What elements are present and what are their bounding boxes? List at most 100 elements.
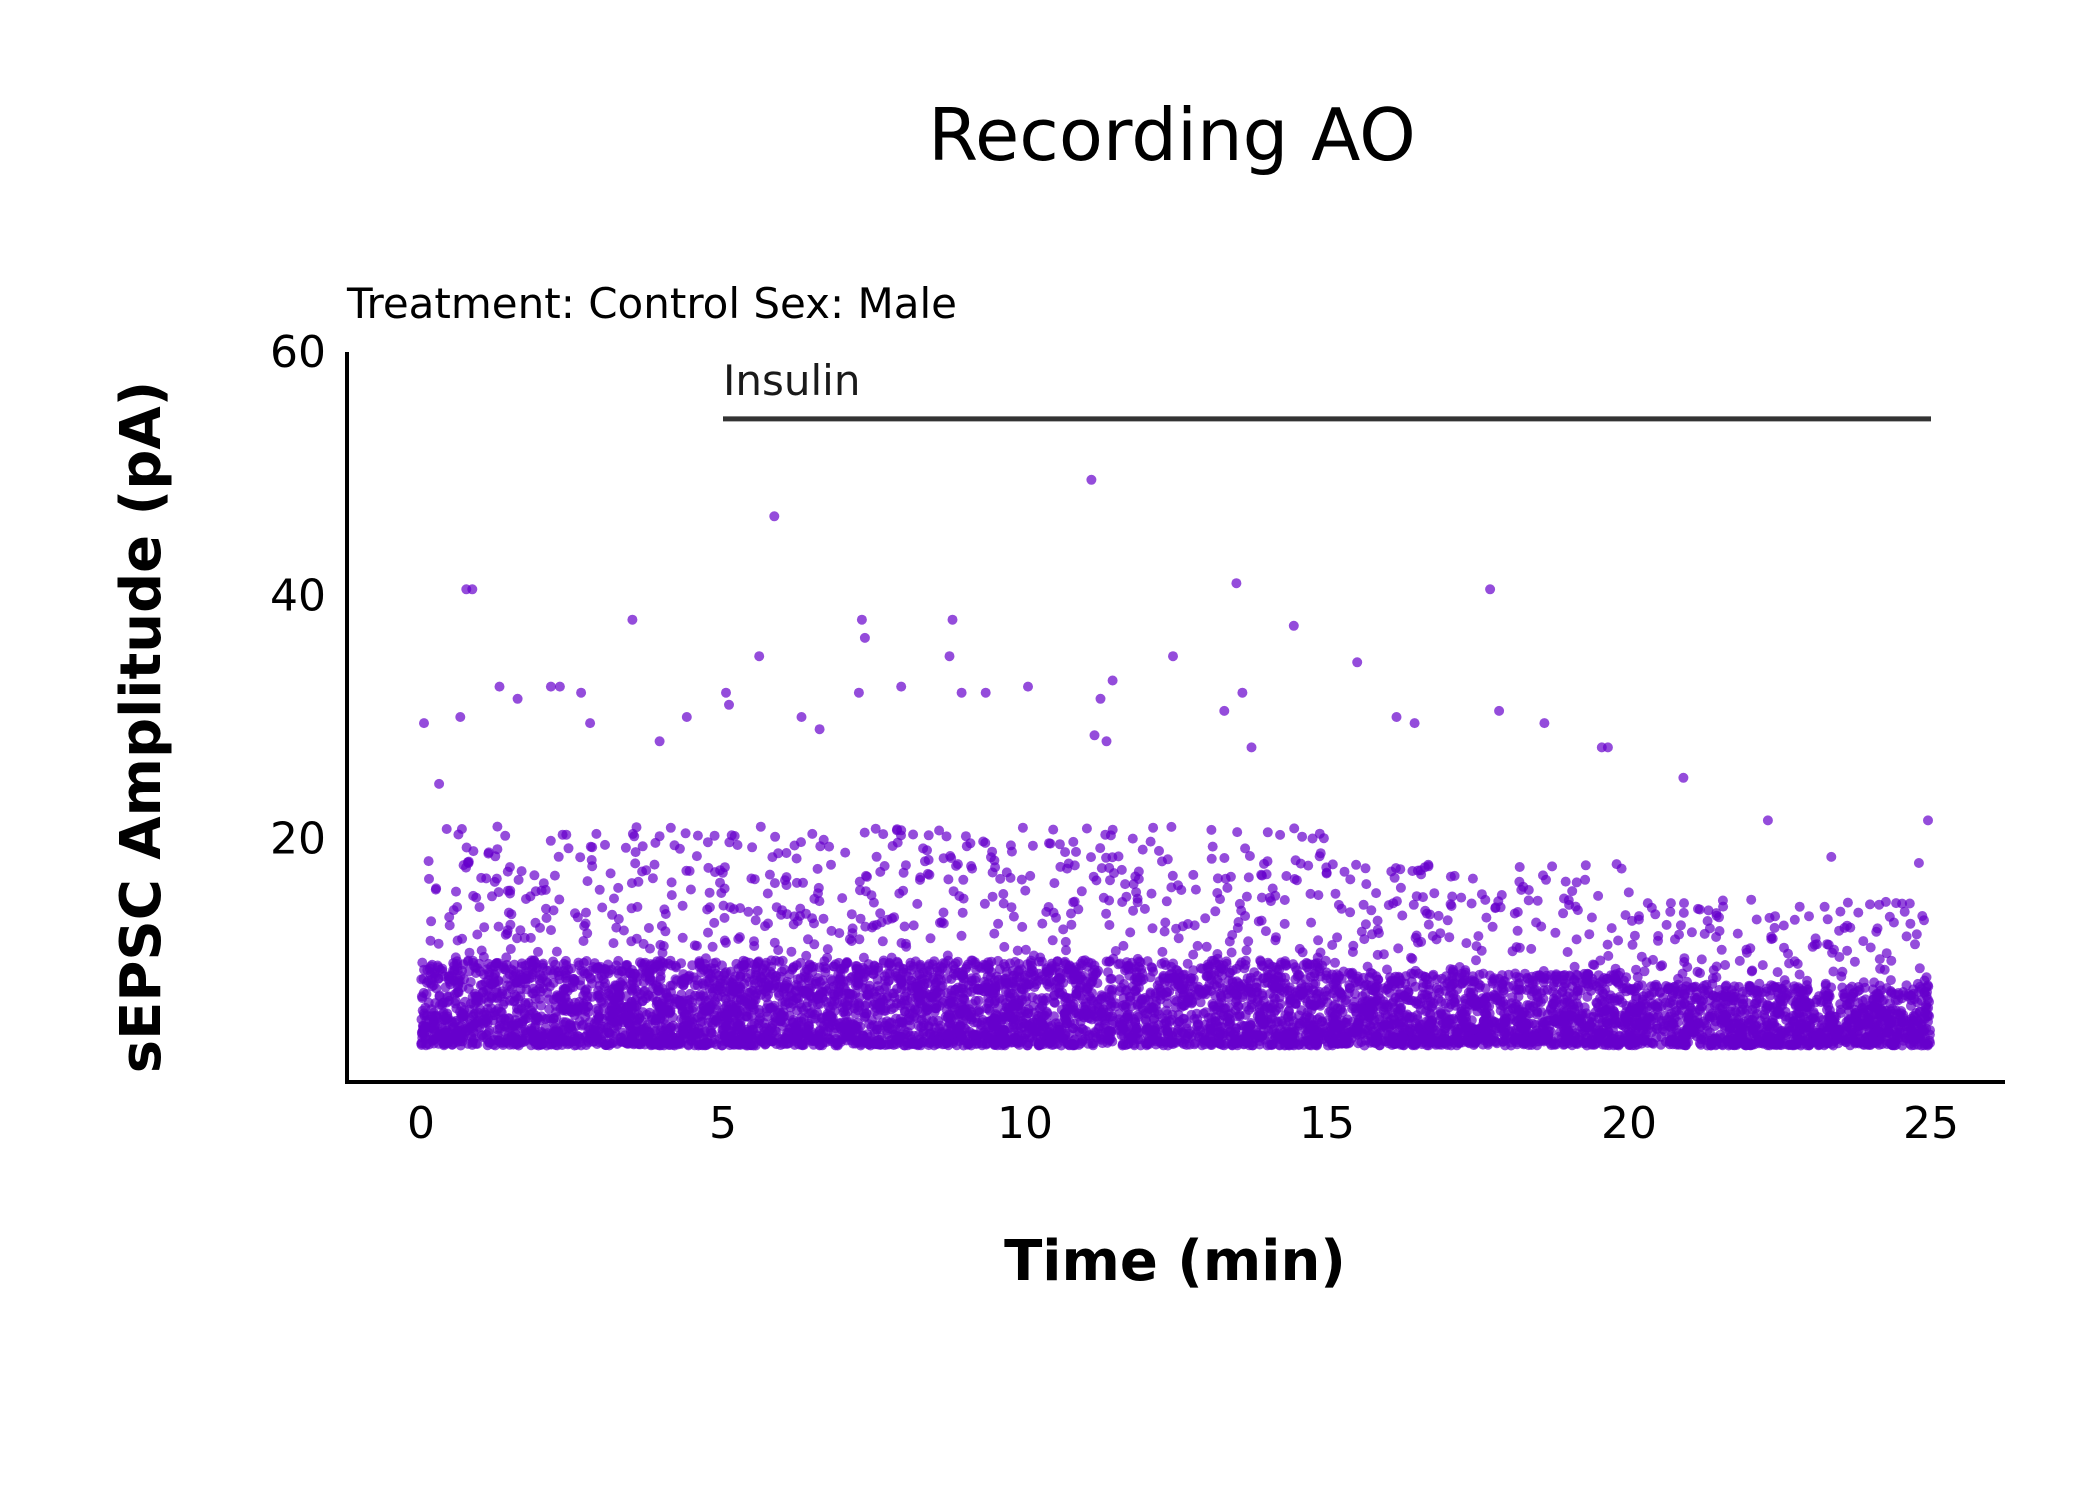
data-point [658, 941, 669, 951]
data-point [692, 975, 703, 986]
data-point [693, 1040, 704, 1051]
data-point [558, 958, 569, 969]
data-point [553, 851, 564, 862]
data-point [912, 898, 923, 909]
data-point [933, 1038, 944, 1049]
data-point [472, 929, 483, 940]
data-point [424, 873, 434, 884]
data-point [749, 975, 760, 985]
data-point [1101, 852, 1112, 863]
data-point [1267, 961, 1278, 972]
data-point [627, 1004, 637, 1014]
data-point [951, 860, 962, 871]
data-point [671, 962, 682, 973]
data-point [603, 968, 614, 979]
data-point [548, 956, 559, 967]
data-point [1037, 918, 1048, 929]
data-point [538, 878, 549, 889]
data-point [1061, 959, 1072, 970]
data-point [684, 866, 695, 876]
data-point [506, 909, 517, 920]
data-point [785, 1002, 796, 1013]
data-point [878, 829, 889, 840]
data-point [861, 983, 871, 994]
data-point [1154, 845, 1164, 856]
data-point [1043, 902, 1054, 912]
data-point [840, 847, 851, 858]
data-point [1105, 830, 1116, 841]
data-point [908, 1030, 919, 1041]
data-point [1081, 823, 1092, 834]
data-point [1219, 853, 1230, 863]
data-point [939, 996, 950, 1006]
data-point [427, 981, 438, 992]
data-point [616, 1032, 627, 1043]
data-point [1188, 869, 1199, 880]
data-point [1315, 848, 1326, 859]
data-point [545, 835, 556, 846]
data-point [1262, 827, 1273, 838]
data-point [766, 955, 777, 966]
data-point [791, 960, 802, 971]
data-point [704, 887, 715, 898]
data-point [719, 862, 730, 873]
data-point [452, 961, 463, 972]
data-point [987, 980, 998, 991]
data-point [583, 1037, 594, 1048]
data-point [689, 1032, 700, 1043]
data-point [828, 961, 839, 972]
data-point [1222, 882, 1233, 893]
data-point [1586, 912, 1597, 923]
data-point [457, 933, 468, 944]
data-point [752, 1023, 763, 1034]
data-point [881, 993, 892, 1003]
data-point [500, 830, 511, 841]
data-point [896, 973, 907, 984]
data-point [626, 936, 637, 947]
data-point [1241, 945, 1252, 956]
data-point [490, 851, 501, 862]
data-point [1039, 1010, 1049, 1021]
data-point [972, 1038, 983, 1049]
data-point [1313, 890, 1324, 901]
data-point [719, 912, 730, 923]
data-point [698, 1033, 709, 1044]
data-point [1041, 964, 1052, 975]
data-point [666, 890, 677, 901]
data-point [541, 913, 552, 923]
data-point [576, 966, 587, 976]
data-point [846, 909, 857, 920]
data-point [812, 863, 823, 874]
data-point [1098, 892, 1109, 903]
data-point [416, 974, 427, 985]
data-point [1103, 967, 1113, 978]
data-point [1160, 917, 1171, 928]
data-point [578, 936, 589, 946]
data-point [1210, 1016, 1221, 1027]
data-point [1148, 822, 1159, 833]
data-point [657, 1007, 668, 1018]
data-point [1104, 920, 1115, 930]
data-point [631, 977, 642, 987]
data-point [752, 905, 763, 916]
data-point [1301, 1011, 1312, 1022]
data-point [511, 1034, 521, 1045]
data-point [1395, 882, 1406, 893]
data-point [1222, 1012, 1233, 1023]
data-point [899, 921, 910, 932]
data-point [915, 961, 926, 972]
data-point [1060, 847, 1071, 858]
data-point [1108, 953, 1119, 964]
data-point [1140, 1038, 1151, 1049]
data-point [1132, 897, 1143, 908]
data-point [1267, 1013, 1277, 1024]
data-point [479, 922, 490, 933]
data-point [519, 932, 530, 943]
data-point [1133, 1012, 1144, 1022]
data-point [735, 971, 746, 982]
data-point [630, 858, 641, 869]
data-point [532, 1012, 543, 1023]
data-point [1091, 875, 1102, 886]
data-point [834, 1035, 845, 1046]
data-point [1113, 851, 1124, 862]
